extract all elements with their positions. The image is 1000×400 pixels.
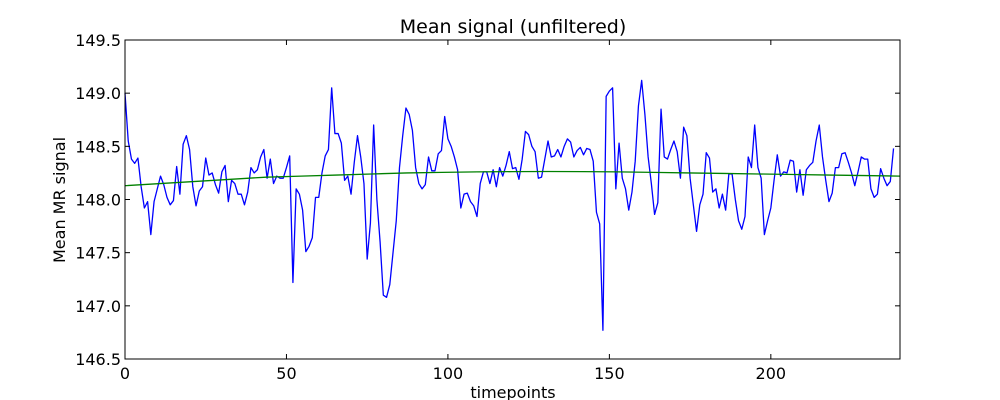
y-tick-label: 148.0	[75, 191, 121, 210]
x-tick-label: 100	[433, 364, 464, 383]
y-tick-label: 148.5	[75, 137, 121, 156]
x-tick-label: 50	[276, 364, 296, 383]
ticks-layer: 0 50 100 150 200 146.5 147.0 147.5 148.0 148.5 149…	[75, 31, 900, 383]
plot-frame	[124, 39, 901, 360]
x-tick-label: 0	[120, 364, 130, 383]
y-tick-label: 149.5	[75, 31, 121, 50]
x-tick-label: 150	[594, 364, 625, 383]
series-line-2	[124, 170, 901, 187]
y-tick-label: 147.0	[75, 297, 121, 316]
series-line-1	[124, 79, 895, 331]
x-axis-label: timepoints	[470, 383, 555, 400]
y-axis-label: Mean MR signal	[50, 137, 69, 263]
chart-title: Mean signal (unfiltered)	[400, 16, 627, 38]
y-tick-label: 149.0	[75, 84, 121, 103]
x-tick-label: 200	[756, 364, 787, 383]
y-tick-label: 146.5	[75, 350, 121, 369]
y-tick-label: 147.5	[75, 244, 121, 263]
series-layer	[124, 79, 901, 331]
